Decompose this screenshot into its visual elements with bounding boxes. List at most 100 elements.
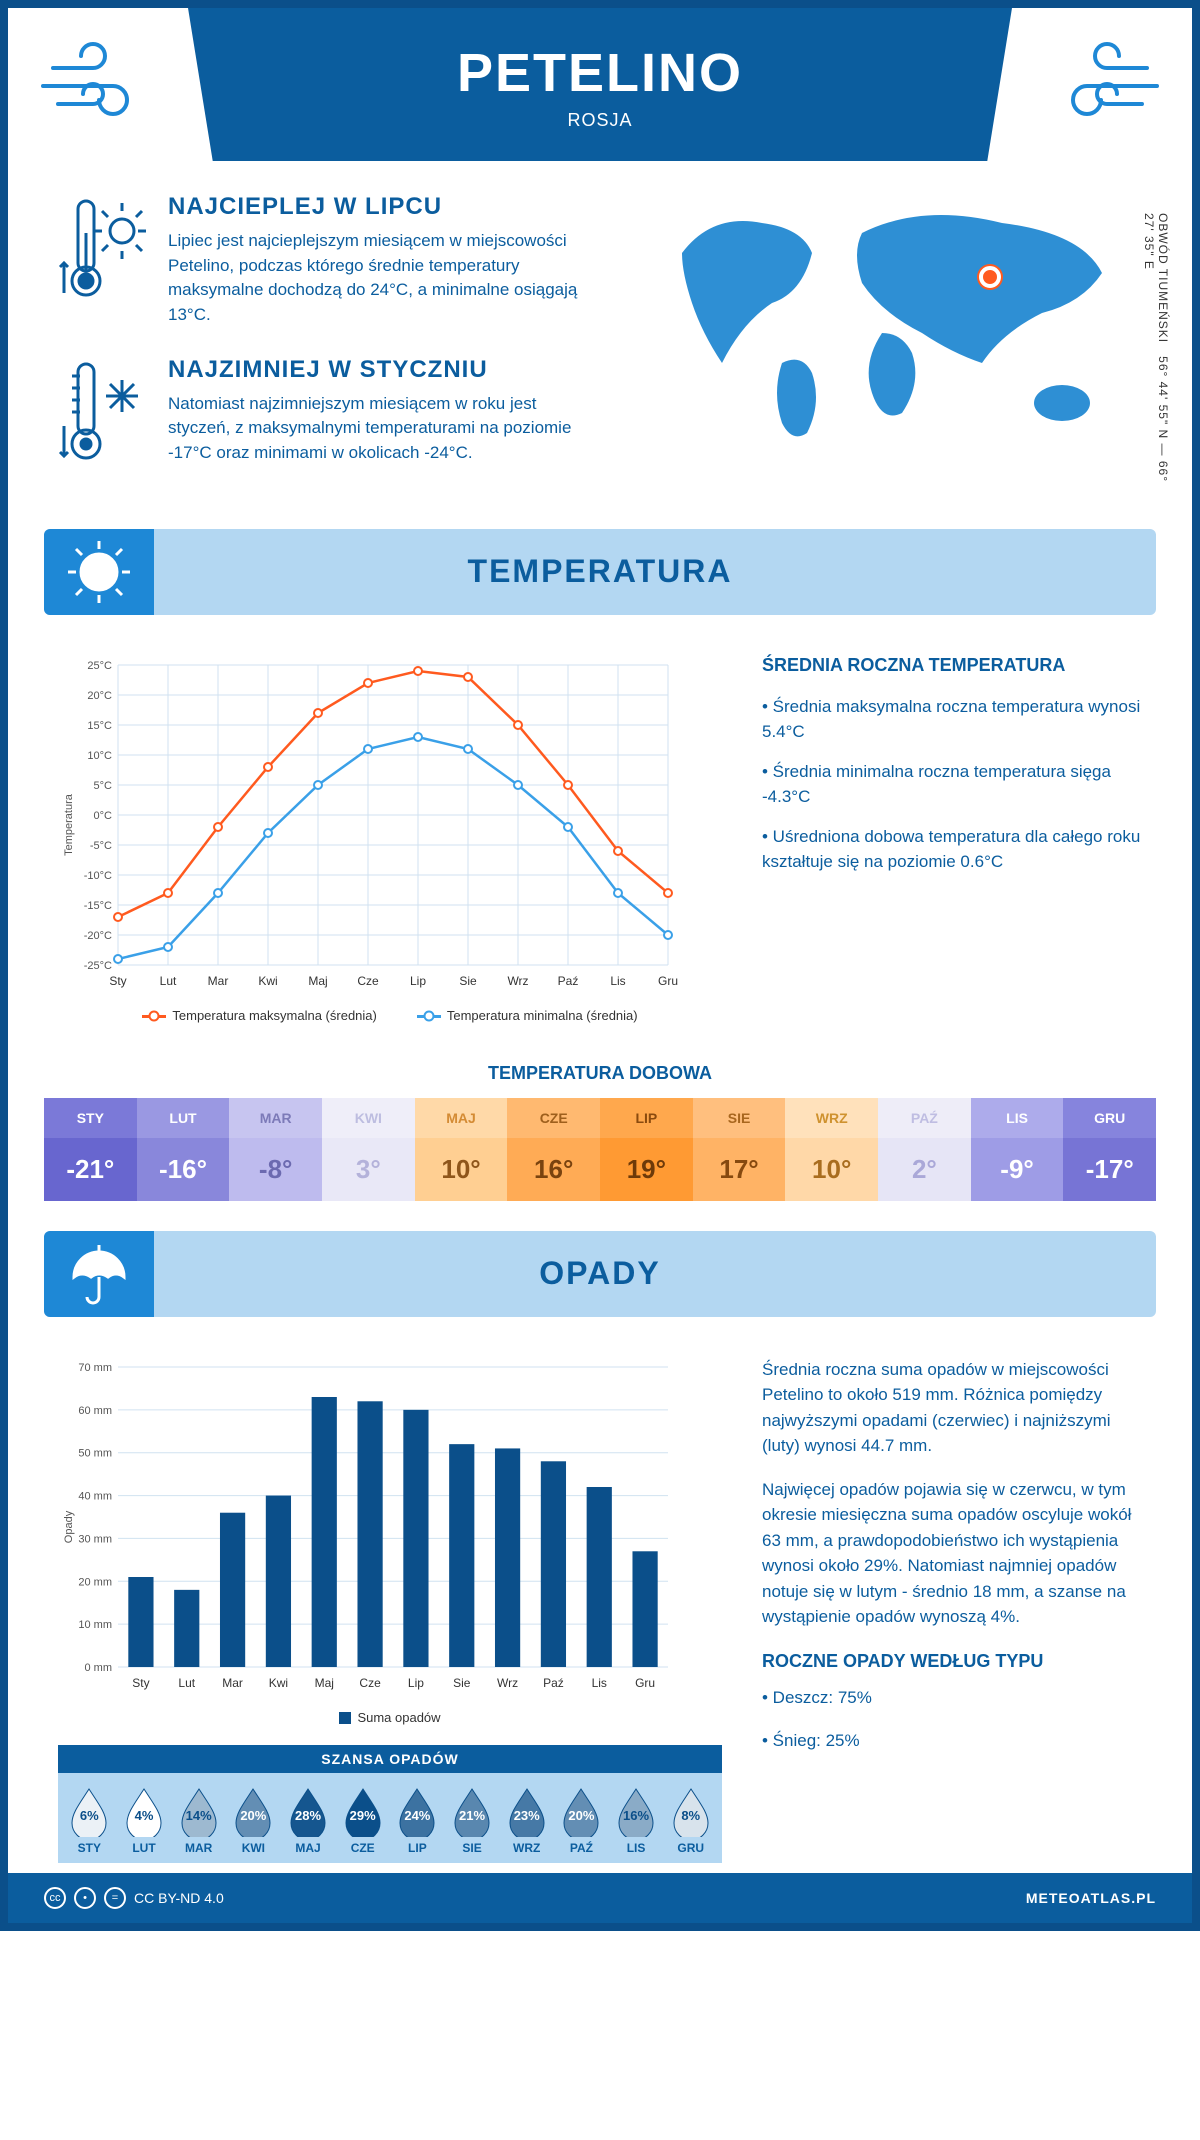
svg-text:Paź: Paź [558,974,579,988]
chance-cell: 28%MAJ [281,1785,336,1855]
chance-cell: 14%MAR [171,1785,226,1855]
thermometer-sun-icon [58,193,148,328]
chance-cell: 29%CZE [335,1785,390,1855]
svg-text:Gru: Gru [658,974,678,988]
country-name: ROSJA [188,110,1012,131]
cc-icon: cc [44,1887,66,1909]
chance-cell: 21%SIE [445,1785,500,1855]
precip-body: 0 mm10 mm20 mm30 mm40 mm50 mm60 mm70 mmS… [8,1327,1192,1873]
warmest-block: NAJCIEPLEJ W LIPCU Lipiec jest najcieple… [58,193,622,328]
svg-text:-20°C: -20°C [84,930,112,942]
coldest-title: NAJZIMNIEJ W STYCZNIU [168,356,588,384]
daily-cell: KWI3° [322,1098,415,1201]
temperature-body: -25°C-20°C-15°C-10°C-5°C0°C5°C10°C15°C20… [8,625,1192,1043]
temp-summary-heading: ŚREDNIA ROCZNA TEMPERATURA [762,655,1142,676]
temperature-line-chart: -25°C-20°C-15°C-10°C-5°C0°C5°C10°C15°C20… [58,655,678,995]
svg-text:Lip: Lip [408,1676,424,1690]
svg-text:25°C: 25°C [87,660,112,672]
chance-cell: 24%LIP [390,1785,445,1855]
daily-temp-title: TEMPERATURA DOBOWA [8,1063,1192,1084]
umbrella-icon [44,1231,154,1317]
temperature-legend: Temperatura maksymalna (średnia) Tempera… [58,1008,722,1023]
svg-text:70 mm: 70 mm [78,1362,112,1374]
svg-text:0°C: 0°C [94,810,113,822]
chance-title: SZANSA OPADÓW [58,1745,722,1773]
svg-text:Lis: Lis [610,974,625,988]
temperature-heading: TEMPERATURA [468,553,733,590]
svg-text:50 mm: 50 mm [78,1447,112,1459]
daily-cell: WRZ10° [785,1098,878,1201]
svg-text:Cze: Cze [357,974,379,988]
daily-cell: CZE16° [507,1098,600,1201]
svg-text:Kwi: Kwi [258,974,277,988]
wind-icon-right [1012,8,1192,163]
chance-row: 6%STY4%LUT14%MAR20%KWI28%MAJ29%CZE24%LIP… [58,1773,722,1863]
coldest-block: NAJZIMNIEJ W STYCZNIU Natomiast najzimni… [58,356,622,471]
precip-legend: Suma opadów [58,1710,722,1725]
temp-bullet: • Średnia maksymalna roczna temperatura … [762,694,1142,745]
daily-cell: LIS-9° [971,1098,1064,1201]
title-banner: PETELINO ROSJA [188,8,1012,161]
license-text: CC BY-ND 4.0 [134,1890,224,1906]
daily-cell: PAŹ2° [878,1098,971,1201]
svg-text:20 mm: 20 mm [78,1576,112,1588]
chance-cell: 20%KWI [226,1785,281,1855]
chance-cell: 23%WRZ [499,1785,554,1855]
place-name: PETELINO [188,42,1012,104]
temp-bullet: • Uśredniona dobowa temperatura dla całe… [762,824,1142,875]
svg-text:Wrz: Wrz [497,1676,518,1690]
sun-icon [44,529,154,615]
header: PETELINO ROSJA [8,8,1192,163]
svg-text:10 mm: 10 mm [78,1619,112,1631]
daily-temp-strip: STY-21°LUT-16°MAR-8°KWI3°MAJ10°CZE16°LIP… [44,1098,1156,1201]
footer: cc • = CC BY-ND 4.0 METEOATLAS.PL [8,1873,1192,1923]
svg-text:Wrz: Wrz [507,974,528,988]
license-block: cc • = CC BY-ND 4.0 [44,1887,224,1909]
svg-text:60 mm: 60 mm [78,1404,112,1416]
svg-text:Lis: Lis [592,1676,607,1690]
precip-banner: OPADY [44,1231,1156,1317]
svg-text:Lut: Lut [178,1676,195,1690]
svg-text:Gru: Gru [635,1676,655,1690]
daily-cell: LIP19° [600,1098,693,1201]
svg-text:Mar: Mar [208,974,229,988]
by-icon: • [74,1887,96,1909]
svg-text:Cze: Cze [359,1676,381,1690]
precip-type-bullet: • Śnieg: 25% [762,1728,1142,1754]
precip-text-2: Najwięcej opadów pojawia się w czerwcu, … [762,1477,1142,1630]
svg-text:5°C: 5°C [94,780,113,792]
location-marker [979,266,1001,288]
svg-text:Temperatura: Temperatura [63,793,75,856]
wind-icon-left [8,8,188,163]
daily-cell: MAR-8° [229,1098,322,1201]
daily-cell: STY-21° [44,1098,137,1201]
svg-text:Sty: Sty [132,1676,149,1690]
svg-text:-15°C: -15°C [84,900,112,912]
coldest-text: Natomiast najzimniejszym miesiącem w rok… [168,392,588,466]
precip-heading: OPADY [539,1255,660,1292]
temperature-summary: ŚREDNIA ROCZNA TEMPERATURA • Średnia mak… [762,655,1142,1023]
daily-cell: LUT-16° [137,1098,230,1201]
chance-cell: 20%PAŹ [554,1785,609,1855]
temp-bullet: • Średnia minimalna roczna temperatura s… [762,759,1142,810]
svg-text:Opady: Opady [63,1510,75,1543]
svg-text:Kwi: Kwi [269,1676,288,1690]
precip-type-heading: ROCZNE OPADY WEDŁUG TYPU [762,1648,1142,1675]
precip-type-bullet: • Deszcz: 75% [762,1685,1142,1711]
svg-text:-10°C: -10°C [84,870,112,882]
chance-cell: 16%LIS [609,1785,664,1855]
daily-cell: SIE17° [693,1098,786,1201]
chance-cell: 6%STY [62,1785,117,1855]
warmest-title: NAJCIEPLEJ W LIPCU [168,193,588,221]
thermometer-snow-icon [58,356,148,471]
extremes-section: NAJCIEPLEJ W LIPCU Lipiec jest najcieple… [8,163,1192,519]
svg-text:Lip: Lip [410,974,426,988]
svg-text:Sty: Sty [109,974,126,988]
world-map: OBWÓD TIUMEŃSKI 56° 44' 55" N — 66° 27' … [662,193,1142,499]
svg-text:Lut: Lut [160,974,177,988]
svg-text:Mar: Mar [222,1676,243,1690]
daily-cell: GRU-17° [1063,1098,1156,1201]
svg-text:15°C: 15°C [87,720,112,732]
svg-text:-5°C: -5°C [90,840,112,852]
coordinates-label: OBWÓD TIUMEŃSKI 56° 44' 55" N — 66° 27' … [1142,213,1170,499]
